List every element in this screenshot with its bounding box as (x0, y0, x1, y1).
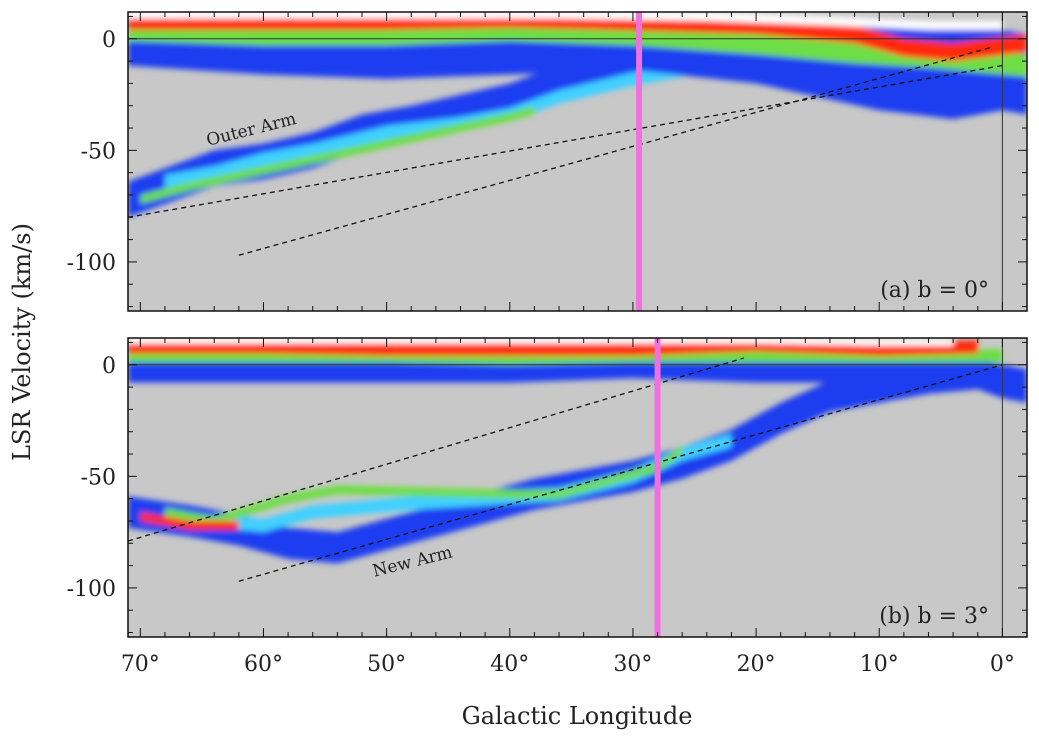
y-tick-label: 0 (102, 28, 116, 53)
panel-frame (127, 11, 1028, 312)
x-tick-label: 40° (490, 652, 529, 677)
y-tick-label: -100 (67, 251, 116, 276)
emission-ridge-saturated (128, 12, 1003, 30)
arm-fit-line-1 (128, 64, 1003, 218)
y-tick-label: -50 (81, 139, 116, 164)
arm-fit-line-1 (128, 357, 744, 542)
x-tick-label: 0° (990, 652, 1015, 677)
emission-ridge-saturated (128, 338, 954, 346)
panel-label: (a) b = 0° (880, 278, 989, 303)
x-tick-label: 50° (367, 652, 406, 677)
emission-ridge-mid_low (164, 54, 732, 189)
emission-ridge-mid (140, 105, 535, 204)
y-tick-label: -50 (81, 465, 116, 490)
emission-ridge-mid_low (214, 433, 732, 533)
emission-ridge-low (128, 358, 1027, 564)
arm-fit-line-2 (238, 47, 991, 256)
y-tick-label: 0 (102, 354, 116, 379)
emission-ridge-high (140, 512, 239, 530)
arm-fit-line-2 (238, 364, 1003, 582)
panel-label: (b) b = 3° (879, 604, 989, 629)
x-axis-title: Galactic Longitude (462, 702, 693, 730)
x-tick-label: 70° (121, 652, 160, 677)
emission-ridge-low (128, 351, 1027, 396)
y-tick-label: -100 (67, 577, 116, 602)
x-tick-label: 20° (737, 652, 776, 677)
panel-a: Outer Arm(a) b = 0°0-50-100 (67, 11, 1028, 312)
y-axis-title: LSR Velocity (km/s) (8, 223, 36, 461)
panel-frame (127, 337, 1028, 638)
emission-ridge-mid (128, 18, 1027, 77)
x-tick-label: 30° (613, 652, 652, 677)
x-tick-label: 60° (244, 652, 283, 677)
x-tick-label: 10° (860, 652, 899, 677)
